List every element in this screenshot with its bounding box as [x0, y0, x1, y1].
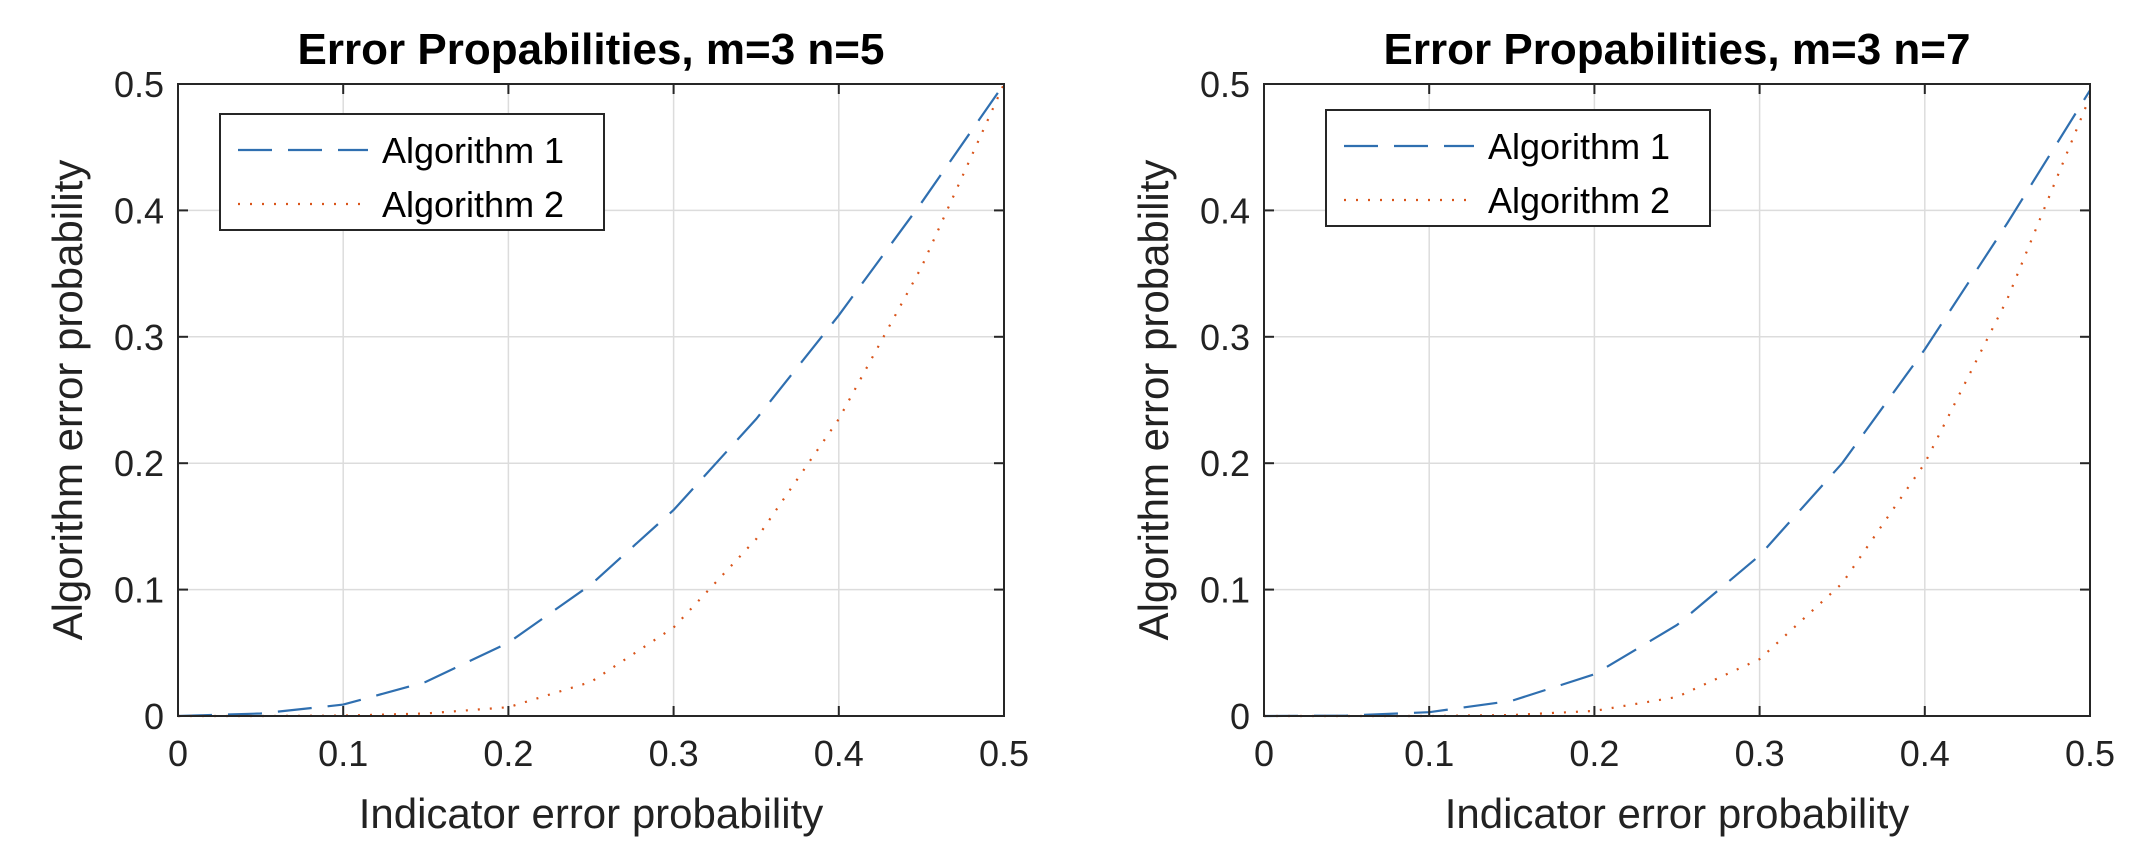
- x-tick-label: 0: [168, 733, 188, 774]
- chart-title: Error Propabilities, m=3 n=7: [1384, 25, 1971, 74]
- x-tick-label: 0.1: [318, 733, 368, 774]
- series-line-2: [178, 83, 1006, 718]
- y-tick-label: 0.2: [1200, 443, 1250, 484]
- y-tick-label: 0.1: [114, 570, 164, 611]
- x-tick-label: 0.3: [1735, 733, 1785, 774]
- x-tick-label: 0.2: [483, 733, 533, 774]
- legend-box: [219, 113, 605, 231]
- y-tick-label: 0: [144, 696, 164, 737]
- x-tick-label: 0.2: [1569, 733, 1619, 774]
- chart-panel-2: 0 0.1 0.2 0.3 0.4 0.5 0 0.1 0.2 0.3 0.4 0.5 Error Pr…: [1130, 25, 2115, 837]
- x-tick-label: 0.5: [979, 733, 1029, 774]
- legend: Algorithm 1 Algorithm 2: [219, 113, 605, 231]
- legend-label: Algorithm 1: [382, 130, 564, 171]
- y-tick-label: 0.3: [1200, 317, 1250, 358]
- y-axis-label: Algorithm error probability: [44, 160, 91, 641]
- x-tick-label: 0: [1254, 733, 1274, 774]
- y-tick-label: 0.5: [1200, 64, 1250, 105]
- y-tick-label: 0.5: [114, 64, 164, 105]
- axes-box: [177, 83, 1005, 717]
- x-axis-label: Indicator error probability: [359, 790, 824, 837]
- legend-label: Algorithm 2: [382, 184, 564, 225]
- y-tick-label: 0.1: [1200, 570, 1250, 611]
- y-tick-label: 0.4: [114, 190, 164, 231]
- y-tick-label: 0.2: [114, 443, 164, 484]
- legend-label: Algorithm 2: [1488, 180, 1670, 221]
- chart-panel-1: 0 0.1 0.2 0.3 0.4 0.5 0 0.1 0.2 0.3 0.4 0.5 Error Pr…: [44, 25, 1029, 837]
- legend-box: [1325, 109, 1711, 227]
- x-tick-label: 0.5: [2065, 733, 2115, 774]
- series-line-1: [177, 83, 1005, 718]
- y-tick-label: 0.4: [1200, 190, 1250, 231]
- x-tick-label: 0.1: [1404, 733, 1454, 774]
- axes-box: [1263, 83, 2091, 717]
- x-tick-label: 0.4: [814, 733, 864, 774]
- series-line-1: [1263, 89, 2091, 718]
- legend: Algorithm 1 Algorithm 2: [1325, 109, 1711, 227]
- y-axis-label: Algorithm error probability: [1130, 160, 1177, 641]
- chart-title: Error Propabilities, m=3 n=5: [298, 25, 885, 74]
- y-tick-label: 0: [1230, 696, 1250, 737]
- y-tick-label: 0.3: [114, 317, 164, 358]
- x-tick-label: 0.3: [649, 733, 699, 774]
- x-axis-label: Indicator error probability: [1445, 790, 1910, 837]
- legend-label: Algorithm 1: [1488, 126, 1670, 167]
- x-tick-label: 0.4: [1900, 733, 1950, 774]
